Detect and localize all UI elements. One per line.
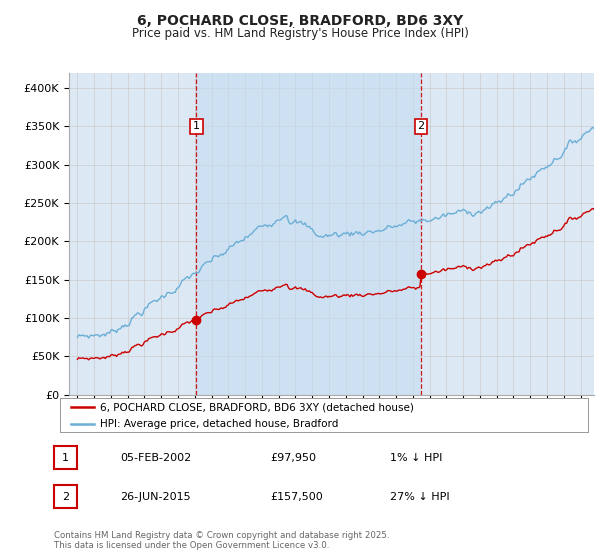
Bar (196, 73, 421, 395)
Text: 1: 1 (193, 122, 200, 132)
Text: Contains HM Land Registry data © Crown copyright and database right 2025.
This d: Contains HM Land Registry data © Crown c… (54, 531, 389, 550)
Text: 1% ↓ HPI: 1% ↓ HPI (390, 452, 442, 463)
Text: 1: 1 (62, 452, 69, 463)
Text: Price paid vs. HM Land Registry's House Price Index (HPI): Price paid vs. HM Land Registry's House … (131, 27, 469, 40)
Text: HPI: Average price, detached house, Bradford: HPI: Average price, detached house, Brad… (100, 419, 338, 428)
Text: 26-JUN-2015: 26-JUN-2015 (120, 492, 191, 502)
Text: 2: 2 (62, 492, 69, 502)
Text: £157,500: £157,500 (270, 492, 323, 502)
Text: 2: 2 (418, 122, 425, 132)
Text: 6, POCHARD CLOSE, BRADFORD, BD6 3XY: 6, POCHARD CLOSE, BRADFORD, BD6 3XY (137, 14, 463, 28)
Text: 27% ↓ HPI: 27% ↓ HPI (390, 492, 449, 502)
Text: 05-FEB-2002: 05-FEB-2002 (120, 452, 191, 463)
Text: £97,950: £97,950 (270, 452, 316, 463)
Text: 6, POCHARD CLOSE, BRADFORD, BD6 3XY (detached house): 6, POCHARD CLOSE, BRADFORD, BD6 3XY (det… (100, 402, 413, 412)
